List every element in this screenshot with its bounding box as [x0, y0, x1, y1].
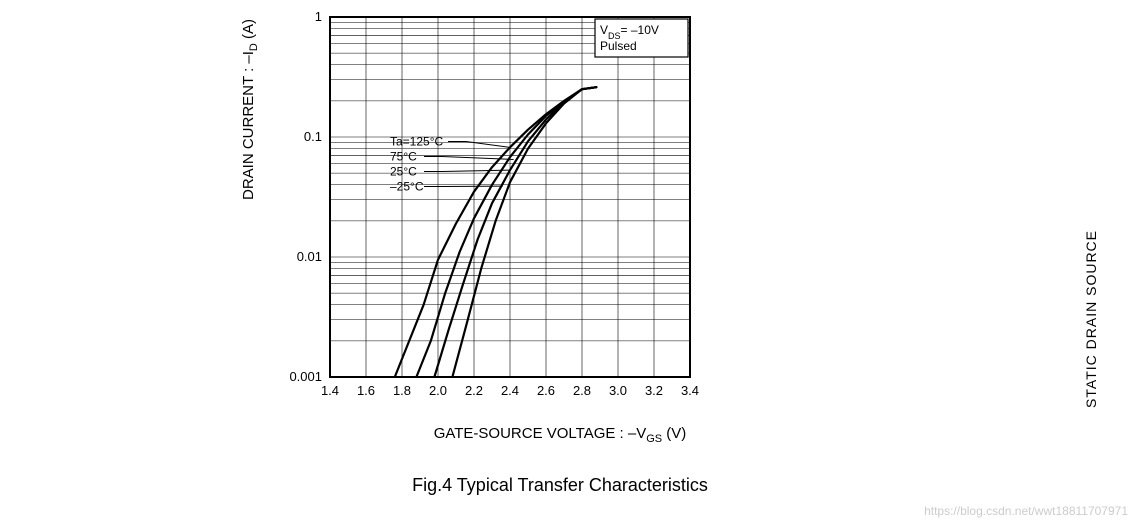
svg-text:Ta=125°C: Ta=125°C [390, 134, 444, 148]
right-clipped-label: STATIC DRAIN SOURCE [1083, 230, 1099, 408]
x-axis-label: GATE-SOURCE VOLTAGE : –VGS (V) [260, 425, 860, 445]
figure-caption: Fig.4 Typical Transfer Characteristics [260, 475, 860, 496]
svg-text:3.4: 3.4 [681, 383, 699, 398]
svg-text:0.1: 0.1 [304, 129, 322, 144]
svg-text:Pulsed: Pulsed [600, 39, 637, 53]
svg-text:25°C: 25°C [390, 164, 417, 178]
svg-text:2.2: 2.2 [465, 383, 483, 398]
svg-text:2.0: 2.0 [429, 383, 447, 398]
watermark: https://blog.csdn.net/wwt18811707971 [924, 504, 1128, 518]
svg-text:2.4: 2.4 [501, 383, 519, 398]
svg-text:0.01: 0.01 [297, 249, 322, 264]
chart-svg: 1.4 1.6 1.8 2.0 2.2 2.4 2.6 2.8 3.0 3.2 3.4 0.001 0.… [260, 5, 740, 415]
svg-text:3.0: 3.0 [609, 383, 627, 398]
svg-text:0.001: 0.001 [289, 369, 322, 384]
y-axis-label: DRAIN CURRENT : –ID (A) [240, 19, 260, 200]
svg-text:1.6: 1.6 [357, 383, 375, 398]
svg-text:1.8: 1.8 [393, 383, 411, 398]
svg-text:–25°C: –25°C [390, 179, 424, 193]
chart-container: 1.4 1.6 1.8 2.0 2.2 2.4 2.6 2.8 3.0 3.2 3.4 0.001 0.… [260, 5, 860, 485]
svg-text:1: 1 [315, 9, 322, 24]
svg-text:2.8: 2.8 [573, 383, 591, 398]
svg-text:75°C: 75°C [390, 149, 417, 163]
svg-text:3.2: 3.2 [645, 383, 663, 398]
svg-text:2.6: 2.6 [537, 383, 555, 398]
page: DRAIN CURRENT : –ID (A) 1.4 1.6 1.8 2.0 2.2 2… [0, 0, 1138, 523]
svg-text:1.4: 1.4 [321, 383, 339, 398]
